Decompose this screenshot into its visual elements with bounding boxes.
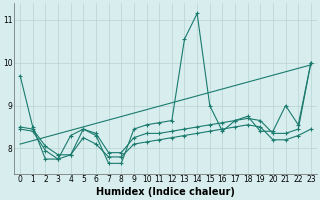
X-axis label: Humidex (Indice chaleur): Humidex (Indice chaleur) (96, 187, 235, 197)
